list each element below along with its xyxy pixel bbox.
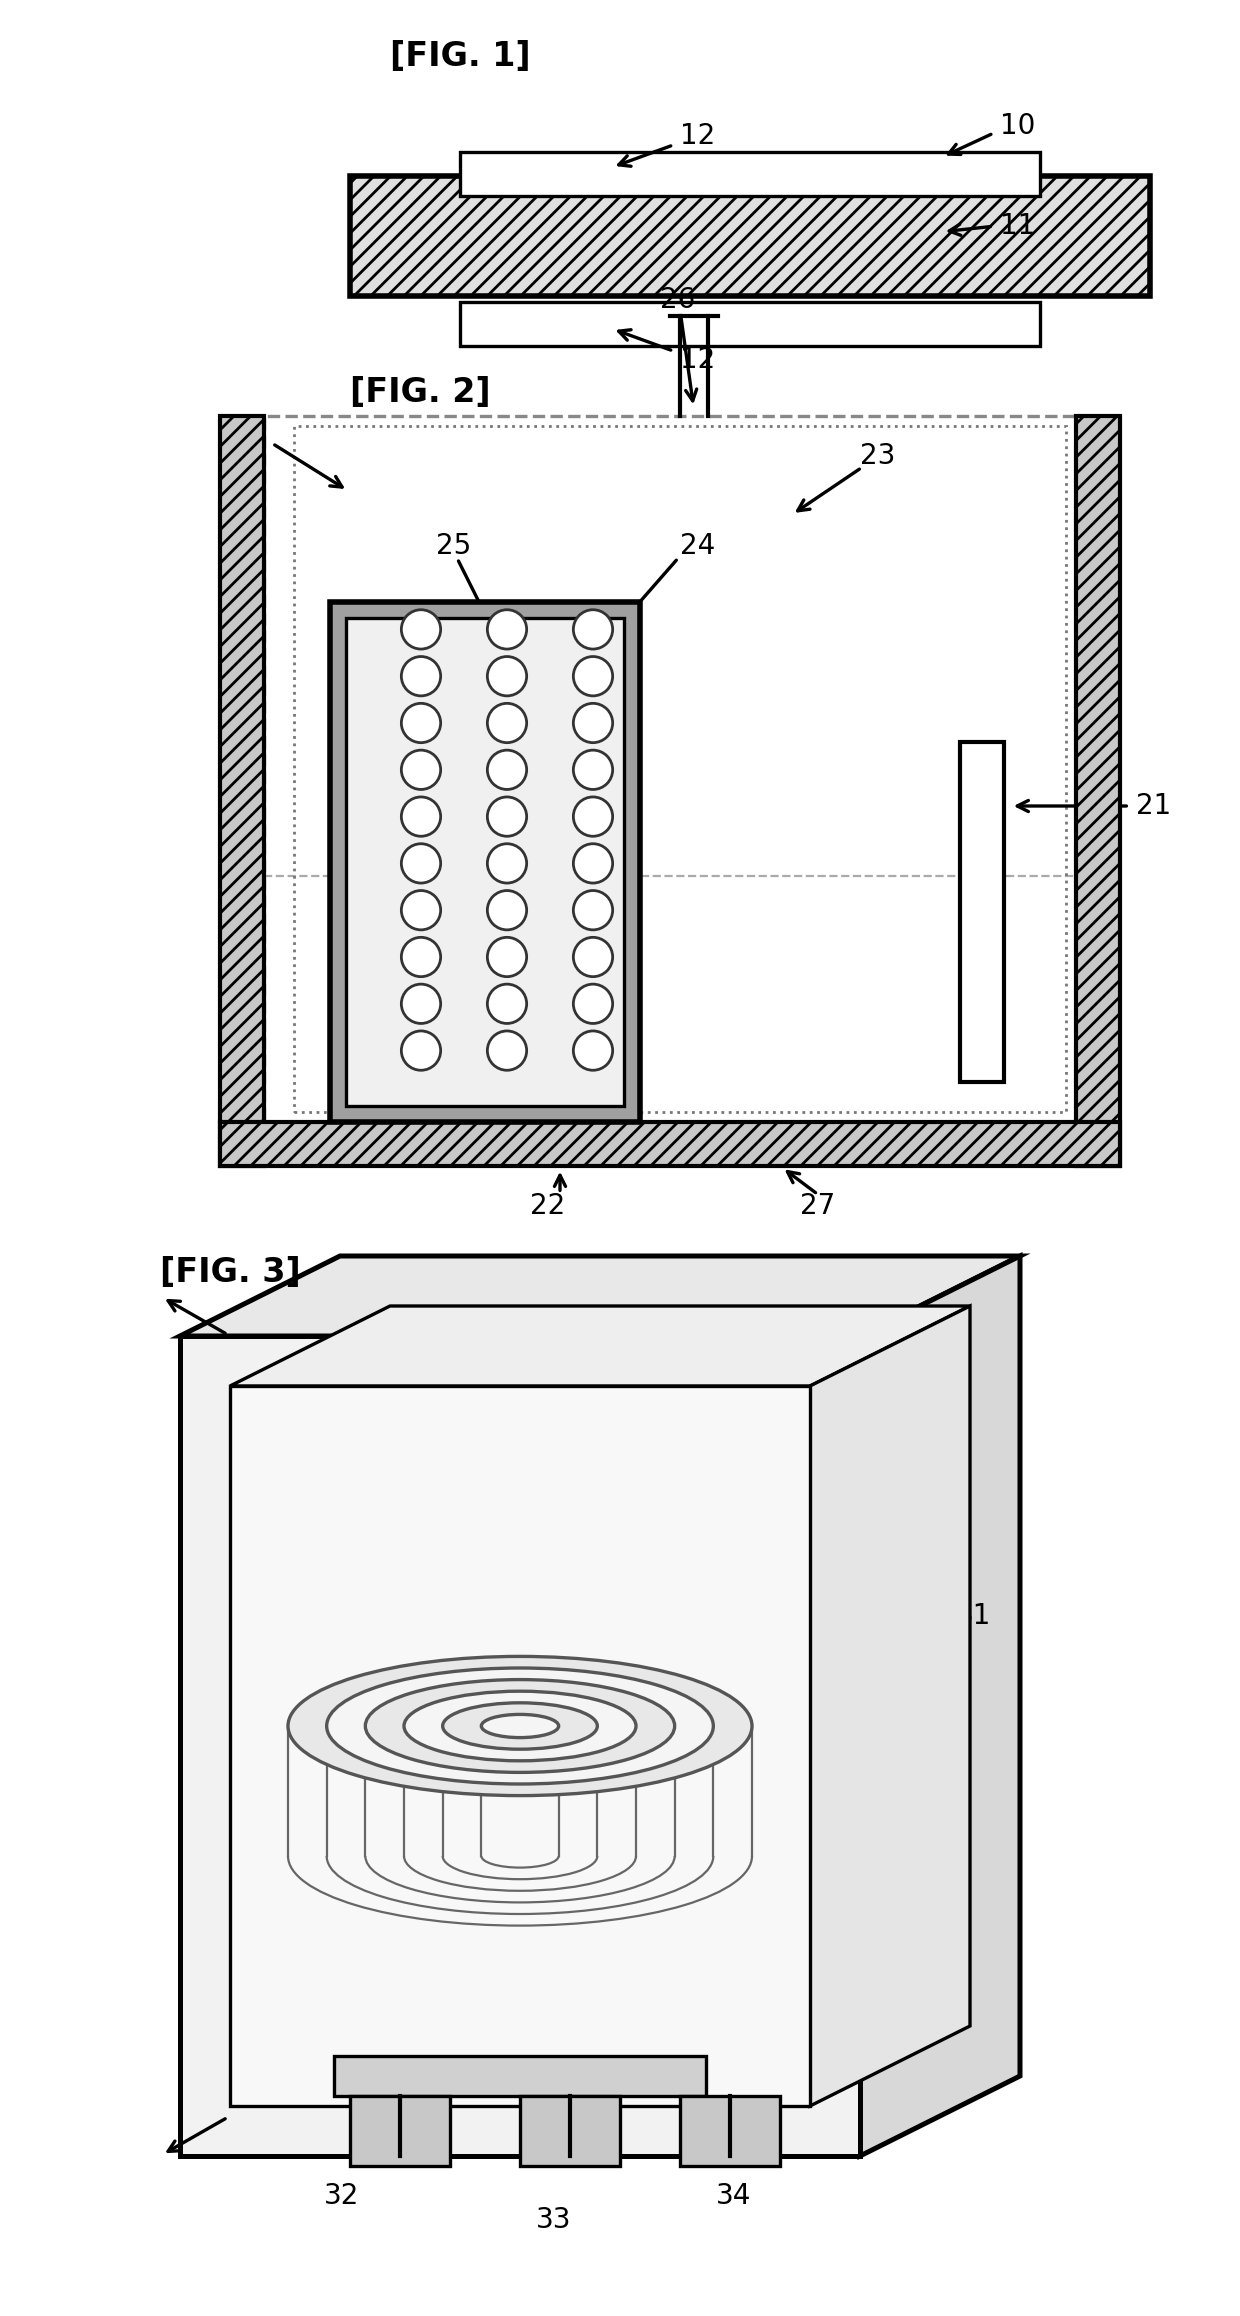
Circle shape xyxy=(487,609,527,648)
Text: 11: 11 xyxy=(999,213,1035,241)
Text: 10: 10 xyxy=(999,111,1035,139)
Circle shape xyxy=(487,892,527,929)
Polygon shape xyxy=(180,1336,861,2156)
Bar xyxy=(460,153,1040,197)
Bar xyxy=(1076,417,1120,1165)
Polygon shape xyxy=(180,1255,1021,1336)
Circle shape xyxy=(573,750,613,790)
Text: 35: 35 xyxy=(790,1431,826,1459)
Circle shape xyxy=(487,655,527,695)
Bar xyxy=(520,2096,620,2165)
Text: 27: 27 xyxy=(800,1193,836,1221)
Ellipse shape xyxy=(404,1691,636,1760)
Text: 22: 22 xyxy=(529,1193,565,1221)
Polygon shape xyxy=(810,1306,970,2105)
Bar xyxy=(330,602,640,1121)
Circle shape xyxy=(573,984,613,1024)
Bar xyxy=(350,176,1149,296)
Text: [FIG. 3]: [FIG. 3] xyxy=(160,1255,301,1290)
Circle shape xyxy=(573,843,613,882)
Ellipse shape xyxy=(366,1679,675,1772)
Circle shape xyxy=(573,938,613,977)
Circle shape xyxy=(573,892,613,929)
Circle shape xyxy=(487,750,527,790)
Polygon shape xyxy=(861,1255,1021,2156)
Text: 12: 12 xyxy=(680,345,715,373)
Text: 23: 23 xyxy=(861,442,895,470)
Text: [FIG. 2]: [FIG. 2] xyxy=(350,375,491,410)
Circle shape xyxy=(402,1031,440,1070)
Ellipse shape xyxy=(326,1668,713,1783)
Circle shape xyxy=(487,843,527,882)
Text: 31: 31 xyxy=(956,1603,991,1630)
Circle shape xyxy=(402,750,440,790)
Bar xyxy=(346,618,624,1107)
Circle shape xyxy=(487,704,527,743)
Text: 34: 34 xyxy=(715,2182,751,2209)
Text: 26: 26 xyxy=(660,285,696,315)
Circle shape xyxy=(402,609,440,648)
Bar xyxy=(960,741,1004,1082)
Ellipse shape xyxy=(481,1714,559,1737)
Circle shape xyxy=(487,1031,527,1070)
Bar xyxy=(460,301,1040,345)
Circle shape xyxy=(487,938,527,977)
Circle shape xyxy=(573,655,613,695)
Circle shape xyxy=(573,797,613,836)
Circle shape xyxy=(402,843,440,882)
Circle shape xyxy=(487,797,527,836)
Ellipse shape xyxy=(288,1656,751,1795)
Circle shape xyxy=(487,984,527,1024)
Polygon shape xyxy=(229,1385,810,2105)
Circle shape xyxy=(402,655,440,695)
Text: 30: 30 xyxy=(920,1341,956,1371)
Bar xyxy=(294,426,1066,1112)
Bar xyxy=(680,2096,780,2165)
Ellipse shape xyxy=(443,1702,598,1749)
Bar xyxy=(219,417,264,1165)
Circle shape xyxy=(402,984,440,1024)
Circle shape xyxy=(573,609,613,648)
Text: 12: 12 xyxy=(680,123,715,151)
Text: 25: 25 xyxy=(436,533,471,560)
Circle shape xyxy=(402,938,440,977)
Text: 32: 32 xyxy=(324,2182,360,2209)
Bar xyxy=(335,2057,706,2096)
Text: 33: 33 xyxy=(536,2207,572,2235)
Bar xyxy=(350,2096,450,2165)
Circle shape xyxy=(573,704,613,743)
Circle shape xyxy=(402,797,440,836)
Circle shape xyxy=(402,892,440,929)
Text: 20: 20 xyxy=(224,417,259,447)
Text: [FIG. 1]: [FIG. 1] xyxy=(391,39,531,74)
Circle shape xyxy=(402,704,440,743)
Text: 21: 21 xyxy=(1136,792,1172,820)
Bar xyxy=(219,1121,1120,1165)
Circle shape xyxy=(573,1031,613,1070)
Bar xyxy=(264,417,1076,1121)
Polygon shape xyxy=(229,1306,970,1385)
Text: 24: 24 xyxy=(680,533,715,560)
